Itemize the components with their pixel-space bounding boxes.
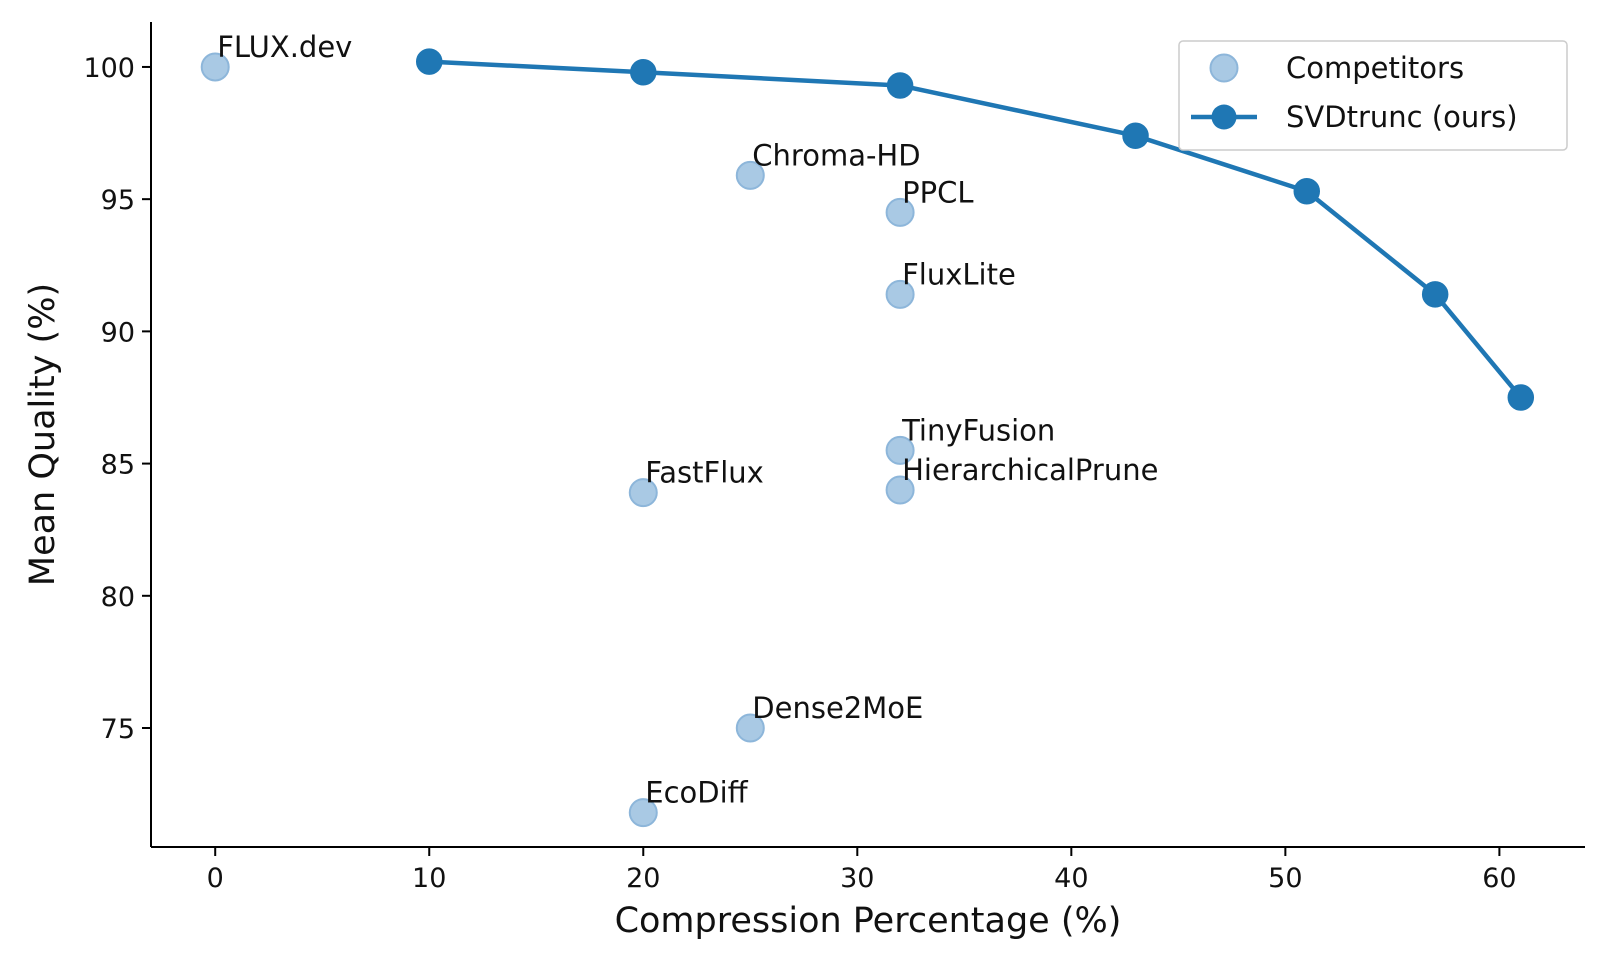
x-tick-label: 60	[1482, 863, 1516, 894]
competitor-point	[200, 52, 230, 82]
y-axis-label: Mean Quality (%)	[23, 283, 63, 586]
x-tick-label: 40	[1054, 863, 1088, 894]
legend-label-competitors: Competitors	[1286, 51, 1464, 85]
competitor-label: EcoDiff	[645, 776, 748, 810]
x-tick-label: 0	[207, 863, 224, 894]
x-axis-label: Compression Percentage (%)	[615, 901, 1122, 941]
svdtrunc-point	[1421, 281, 1449, 308]
competitor-label: Chroma-HD	[752, 138, 920, 172]
x-tick-label: 30	[840, 863, 874, 894]
competitor-label: FLUX.dev	[217, 30, 352, 64]
legend-box	[1178, 40, 1568, 151]
x-tick-label: 50	[1268, 863, 1302, 894]
y-tick-label: 75	[101, 714, 135, 745]
legend-marker-svdtrunc	[1211, 104, 1237, 130]
competitor-label: HierarchicalPrune	[902, 453, 1158, 487]
competitor-label: PPCL	[902, 175, 973, 209]
x-tick-label: 20	[626, 863, 660, 894]
competitor-label: TinyFusion	[901, 413, 1055, 447]
svdtrunc-point	[886, 72, 914, 99]
y-tick-label: 100	[83, 53, 135, 84]
svdtrunc-point	[1293, 177, 1321, 205]
legend-label-svdtrunc: SVDtrunc (ours)	[1286, 100, 1518, 134]
svdtrunc-point	[1122, 122, 1149, 149]
competitor-point	[628, 478, 658, 508]
competitor-point	[735, 713, 765, 743]
competitor-point	[885, 475, 915, 505]
competitor-point	[735, 160, 765, 190]
competitor-point	[885, 279, 915, 309]
competitor-point	[885, 197, 915, 227]
y-tick-label: 95	[101, 185, 135, 216]
y-tick-label: 85	[101, 450, 135, 481]
competitor-point	[885, 435, 915, 465]
competitor-label: Dense2MoE	[752, 691, 923, 725]
competitor-label: FastFlux	[645, 456, 764, 490]
svdtrunc-point	[630, 58, 657, 86]
competitor-label: FluxLite	[902, 257, 1016, 291]
y-tick-label: 90	[101, 317, 135, 348]
x-tick-label: 10	[412, 863, 446, 894]
svdtrunc-point	[415, 48, 443, 75]
svdtrunc-point	[1507, 384, 1535, 411]
axes: 0 10 20 30 40 50 60 75 80 85 90 95 100	[83, 22, 1585, 894]
legend: Competitors SVDtrunc (ours)	[1178, 40, 1568, 151]
competitor-point	[628, 798, 658, 828]
legend-marker-competitors	[1209, 53, 1239, 83]
y-tick-label: 80	[101, 582, 135, 613]
